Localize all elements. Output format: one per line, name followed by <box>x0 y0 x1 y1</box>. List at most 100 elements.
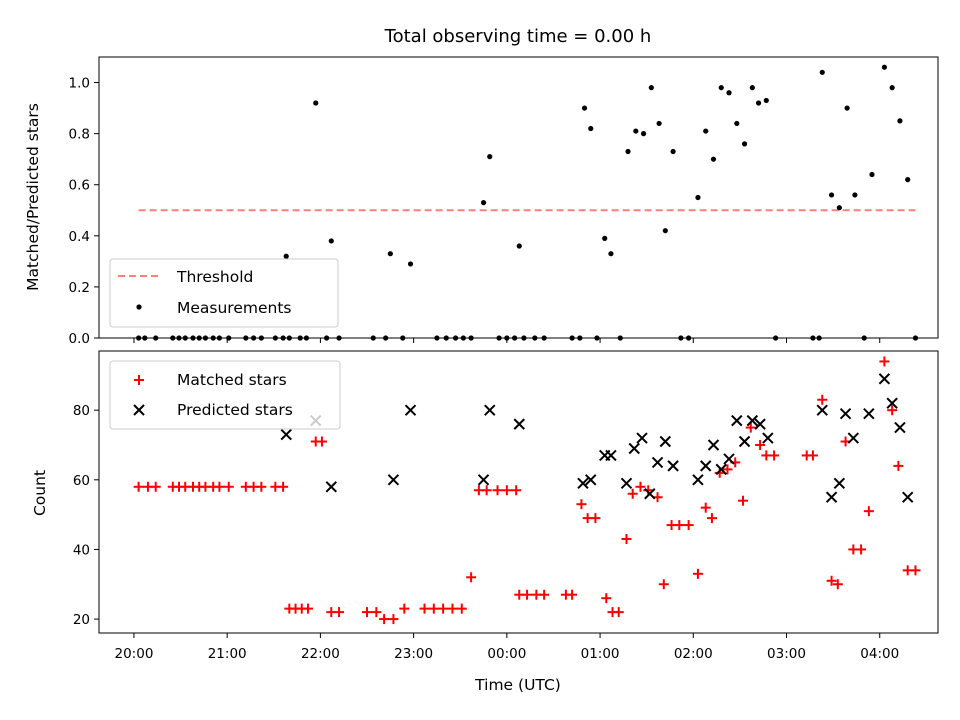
bottom-y-tick-label: 60 <box>73 473 90 489</box>
measurement-point <box>836 205 842 211</box>
measurement-point <box>407 261 414 267</box>
top-y-tick-label: 1.0 <box>69 76 90 92</box>
predicted-star-point <box>825 491 838 503</box>
matched-star-point <box>601 593 612 604</box>
x-tick-label: 00:00 <box>487 646 526 662</box>
measurement-point <box>662 228 668 234</box>
bottom-legend-box <box>109 360 341 430</box>
matched-star-point <box>832 579 843 590</box>
matched-star-point <box>700 502 711 513</box>
matched-star-point <box>399 603 410 614</box>
matched-star-point <box>447 603 458 614</box>
matched-star-point <box>613 607 624 618</box>
matched-star-point <box>745 422 756 433</box>
matched-star-point <box>428 603 439 614</box>
measurement-point <box>487 154 493 160</box>
matched-star-point <box>379 614 390 625</box>
matched-star-point <box>879 356 890 367</box>
matched-star-point <box>621 534 632 544</box>
matched-star-point <box>388 614 399 625</box>
top-y-tick-label: 0.4 <box>69 229 90 245</box>
matched-star-point <box>567 589 578 600</box>
measurement-point <box>763 97 769 104</box>
matched-star-point <box>674 520 685 531</box>
matched-star-point <box>893 460 904 471</box>
bottom-y-axis-label: Count <box>31 470 49 516</box>
predicted-star-point <box>723 453 735 465</box>
predicted-star-point <box>700 460 712 472</box>
predicted-star-point <box>754 418 766 430</box>
predicted-star-point <box>605 449 617 462</box>
matched-star-point <box>371 607 382 618</box>
measurement-point <box>897 118 903 124</box>
matched-star-point <box>887 405 898 416</box>
matched-star-point <box>706 513 717 524</box>
measurement-point <box>695 194 701 201</box>
matched-star-point <box>769 450 780 461</box>
measurements-legend-label: Measurements <box>177 299 292 317</box>
top-chart-title: Total observing time = 0.00 h <box>384 26 652 47</box>
predicted-star-point <box>816 404 828 416</box>
measurement-point <box>588 125 594 132</box>
measurement-point <box>844 105 850 111</box>
top-y-tick-label: 0.6 <box>69 178 90 194</box>
matched-star-point <box>627 488 638 499</box>
matched-star-point <box>456 603 467 614</box>
matched-star-point <box>511 485 522 496</box>
measurement-point <box>581 105 588 111</box>
predicted-legend-label: Predicted stars <box>177 401 293 419</box>
x-tick-label: 22:00 <box>301 646 340 662</box>
predicted-star-point <box>636 432 648 444</box>
measurement-point <box>670 148 676 155</box>
matched-star-point <box>658 579 669 590</box>
predicted-star-point <box>280 428 292 441</box>
matched-star-point <box>501 485 512 496</box>
measurement-point <box>602 235 608 241</box>
matched-star-point <box>817 394 828 405</box>
matched-star-point <box>214 481 225 492</box>
measurement-point <box>755 100 762 106</box>
x-tick-label: 23:00 <box>394 646 433 662</box>
x-axis-label: Time (UTC) <box>474 676 561 694</box>
predicted-star-point <box>738 435 751 448</box>
matched-star-point <box>807 450 818 461</box>
matched-star-point <box>722 464 733 475</box>
predicted-star-point <box>886 397 898 409</box>
predicted-star-point <box>477 474 490 486</box>
x-tick-label: 04:00 <box>860 646 899 662</box>
predicted-star-point <box>585 474 597 486</box>
measurement-point <box>905 177 911 183</box>
matched-star-point <box>683 520 694 531</box>
measurement-point <box>889 85 895 91</box>
top-plot-frame <box>98 56 939 339</box>
bottom-legend: Matched stars Predicted stars <box>109 360 341 430</box>
predicted-star-point <box>620 477 633 490</box>
measurement-point <box>718 85 724 91</box>
measurement-point <box>869 171 875 178</box>
bottom-panel: 20 40 60 80 20:00 21:00 22:00 23:00 00:00 01:00 02… <box>73 350 939 662</box>
predicted-star-point <box>833 477 846 490</box>
predicted-star-point <box>484 404 496 416</box>
predicted-star-point <box>667 460 679 472</box>
matched-star-point <box>419 603 430 614</box>
predicted-star-point <box>651 456 664 469</box>
matched-star-point <box>466 572 477 583</box>
matched-star-point <box>438 603 449 614</box>
measurement-point <box>480 200 487 206</box>
measurement-point <box>819 69 825 75</box>
predicted-star-point <box>659 435 672 448</box>
measurement-point <box>640 131 647 137</box>
predicted-legend-swatch <box>133 404 145 416</box>
top-y-axis-label: Matched/Predicted stars <box>24 103 42 291</box>
predicted-star-point <box>901 491 914 503</box>
predicted-star-point <box>707 439 720 451</box>
predicted-star-point <box>878 373 891 385</box>
bottom-y-tick-label: 40 <box>73 542 90 558</box>
measurement-point <box>608 251 614 257</box>
measurements-legend-swatch <box>136 304 142 310</box>
matched-legend-marker <box>134 375 144 385</box>
measurement-point <box>703 128 709 134</box>
measurement-point <box>749 85 755 91</box>
matched-star-point <box>522 589 533 600</box>
